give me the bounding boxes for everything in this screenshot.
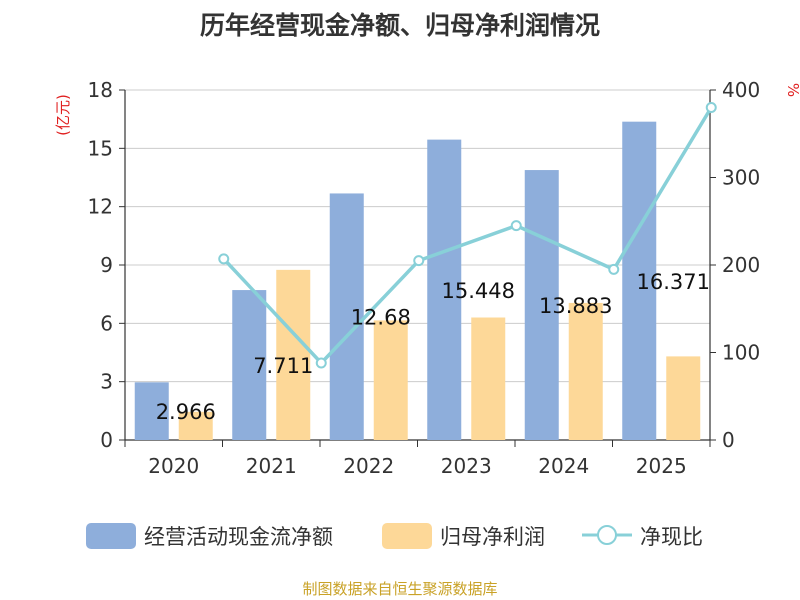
bar-operating-cash-flow	[622, 121, 657, 441]
bar-operating-cash-flow	[232, 290, 267, 440]
x-tick-label: 2025	[636, 454, 687, 478]
data-label-operating-cash-flow: 15.448	[442, 279, 515, 303]
line-point-cash-ratio	[608, 263, 620, 275]
legend-swatch-operating-cash-flow	[86, 523, 136, 549]
line-point-cash-ratio	[413, 255, 425, 267]
right-tick-label: 400	[722, 78, 760, 102]
right-tick-label: 100	[722, 341, 760, 365]
left-tick-label: 18	[88, 78, 113, 102]
legend-label-cash-ratio: 净现比	[640, 525, 703, 549]
bar-net-profit	[178, 411, 213, 440]
bar-net-profit	[471, 317, 506, 440]
chart-plot: 0 3 6 9 12 15 18 0 100 200 300 400 (亿元)% 2020 2021 2022…	[54, 78, 800, 549]
bar-net-profit	[666, 356, 701, 440]
left-tick-label: 0	[100, 428, 113, 452]
legend-label-net-profit: 归母净利润	[440, 525, 545, 549]
chart-title: 历年经营现金净额、归母净利润情况	[199, 11, 600, 40]
data-label-operating-cash-flow: 12.68	[351, 306, 411, 330]
x-tick-label: 2021	[246, 454, 297, 478]
left-tick-label: 6	[100, 311, 113, 335]
line-point-cash-ratio	[218, 253, 230, 265]
right-tick-label: 300	[722, 166, 760, 190]
x-tick-label: 2022	[343, 454, 394, 478]
left-tick-label: 9	[100, 253, 113, 277]
left-axis-title: (亿元)	[54, 94, 72, 136]
legend-swatch-net-profit	[382, 523, 432, 549]
legend-marker-cash-ratio	[597, 525, 617, 545]
data-label-operating-cash-flow: 16.371	[637, 270, 710, 294]
x-tick-label: 2023	[441, 454, 492, 478]
bar-net-profit	[568, 302, 603, 440]
right-tick-label: 0	[722, 428, 735, 452]
bar-operating-cash-flow	[427, 139, 462, 440]
line-point-cash-ratio	[705, 102, 717, 113]
right-tick-label: 200	[722, 253, 760, 277]
bar-net-profit	[373, 320, 408, 440]
bar-operating-cash-flow	[524, 170, 559, 440]
left-tick-label: 15	[88, 136, 113, 160]
data-label-operating-cash-flow: 7.711	[253, 354, 313, 378]
data-label-operating-cash-flow: 13.883	[539, 294, 612, 318]
right-axis-title: %	[784, 83, 800, 97]
bar-operating-cash-flow	[329, 193, 364, 440]
left-tick-label: 12	[88, 195, 113, 219]
bar-operating-cash-flow	[134, 382, 169, 440]
source-note: 制图数据来自恒生聚源数据库	[302, 580, 498, 598]
line-point-cash-ratio	[510, 220, 522, 232]
bar-net-profit	[276, 269, 311, 440]
data-label-operating-cash-flow: 2.966	[156, 400, 216, 424]
line-cash-ratio	[222, 106, 713, 365]
left-tick-label: 3	[100, 370, 113, 394]
x-tick-label: 2024	[538, 454, 589, 478]
legend-label-operating-cash-flow: 经营活动现金流净额	[144, 525, 333, 549]
line-point-cash-ratio	[315, 357, 327, 369]
x-tick-label: 2020	[148, 454, 199, 478]
